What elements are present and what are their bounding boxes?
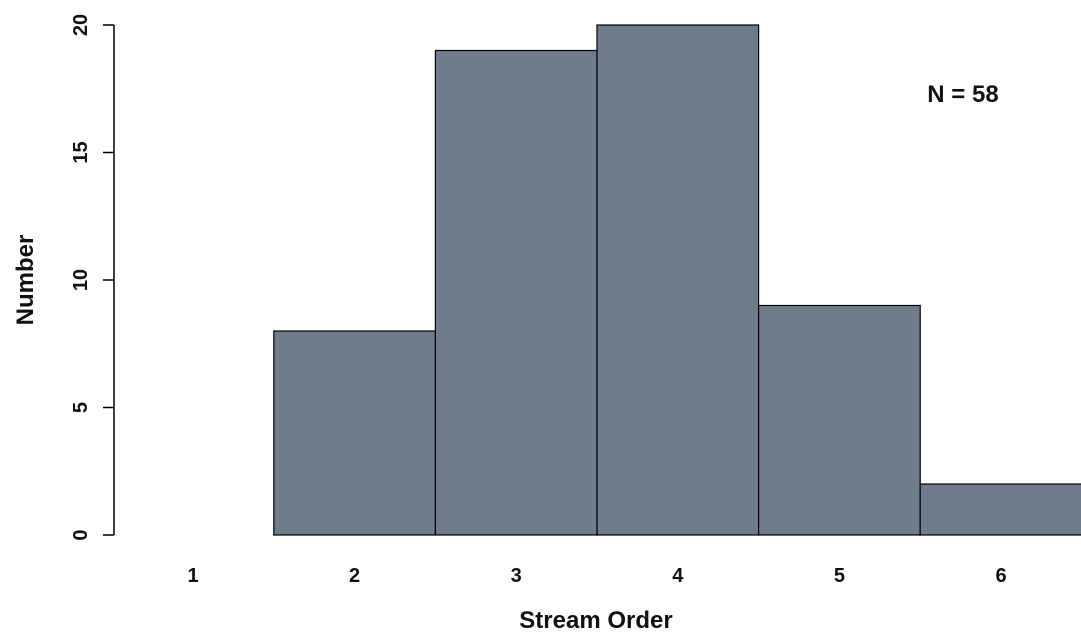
x-tick-label: 4 [672, 565, 684, 587]
y-ticks-group: 0 5 10 15 20 [70, 14, 114, 541]
y-axis-label: Number [12, 235, 39, 326]
y-tick-label: 15 [70, 141, 92, 163]
x-axis-label: Stream Order [519, 607, 672, 634]
x-tick-label: 1 [187, 565, 198, 587]
y-tick-label: 20 [70, 14, 92, 36]
bars-group [273, 24, 1081, 536]
x-ticks-group: 1 2 3 4 5 6 [187, 565, 1006, 587]
y-tick-label: 10 [70, 269, 92, 291]
bar-6 [919, 483, 1081, 536]
bar-5 [757, 304, 921, 536]
x-tick-label: 2 [349, 565, 360, 587]
bar-2 [273, 330, 436, 536]
x-tick-label: 5 [834, 565, 845, 587]
bar-3 [434, 49, 598, 536]
bar-4 [596, 24, 760, 536]
y-tick-label: 5 [70, 402, 92, 413]
x-tick-label: 3 [511, 565, 522, 587]
x-tick-label: 6 [995, 565, 1006, 587]
y-tick-label: 0 [70, 529, 92, 540]
sample-size-annotation: N = 58 [927, 81, 998, 108]
